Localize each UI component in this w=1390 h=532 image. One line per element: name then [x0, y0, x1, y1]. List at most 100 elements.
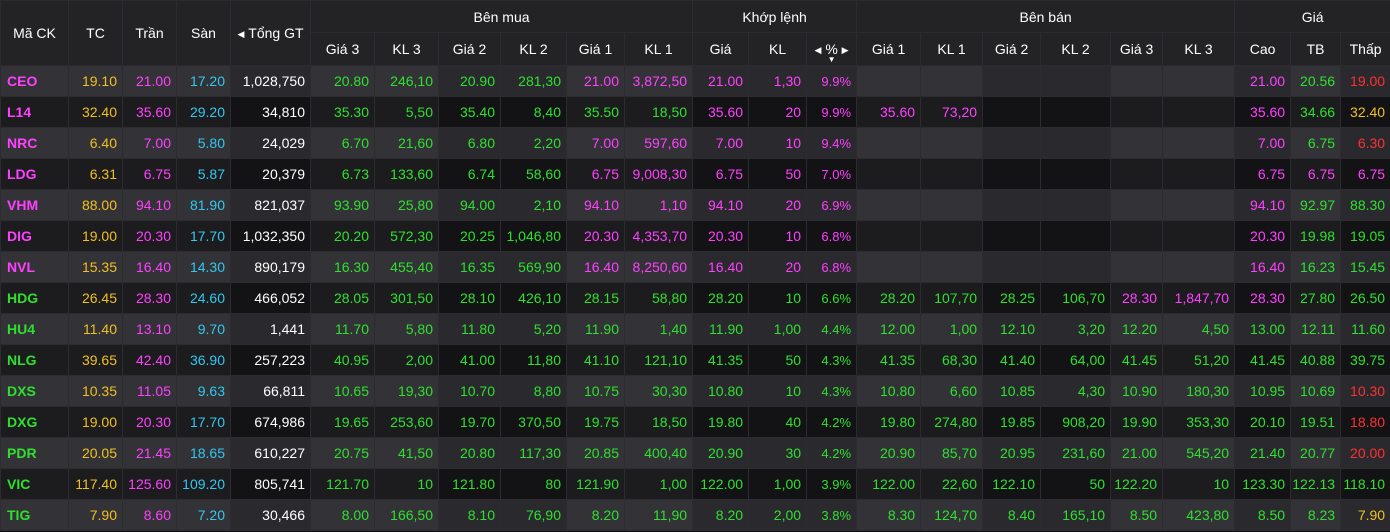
bid-price-3-cell[interactable]: 121.70 [310, 468, 375, 500]
bid-price-3-cell[interactable]: 19.65 [310, 406, 375, 438]
table-row[interactable]: TIG 7.90 8.60 7.20 30,466 8.00 166,50 8.10 76,90… [0, 499, 1390, 531]
bid-price-1-cell[interactable]: 11.90 [566, 313, 625, 345]
ask-vol-2-cell[interactable] [1040, 189, 1112, 221]
ask-vol-2-cell[interactable] [1040, 65, 1112, 97]
bid-vol-3-cell[interactable]: 21,60 [374, 127, 439, 159]
bid-price-2-cell[interactable]: 6.80 [438, 127, 501, 159]
ask-vol-3-cell[interactable]: 51,20 [1162, 344, 1236, 376]
bid-vol-1-cell[interactable]: 1,10 [623, 189, 694, 221]
ask-price-3-cell[interactable] [1110, 220, 1164, 252]
ask-vol-2-cell[interactable]: 4,30 [1040, 375, 1112, 407]
header-ask-price-3[interactable]: Giá 3 [1110, 32, 1164, 66]
bid-vol-2-cell[interactable]: 5,20 [500, 313, 567, 345]
bid-price-3-cell[interactable]: 6.73 [310, 158, 375, 190]
bid-vol-2-cell[interactable]: 281,30 [500, 65, 567, 97]
symbol-cell[interactable]: NVL [0, 251, 69, 283]
ask-vol-3-cell[interactable] [1162, 220, 1236, 252]
ask-price-2-cell[interactable] [982, 158, 1042, 190]
bid-price-1-cell[interactable]: 21.00 [566, 65, 625, 97]
ask-vol-2-cell[interactable]: 231,60 [1040, 437, 1112, 469]
header-ask-price-1[interactable]: Giá 1 [856, 32, 922, 66]
bid-price-3-cell[interactable]: 35.30 [310, 96, 375, 128]
sort-down-icon[interactable]: ▼ [827, 55, 836, 64]
ask-vol-2-cell[interactable]: 165,10 [1040, 499, 1112, 531]
ask-price-1-cell[interactable]: 41.35 [856, 344, 922, 376]
ask-vol-1-cell[interactable]: 22,60 [920, 468, 984, 500]
header-match-vol[interactable]: KL [748, 32, 808, 66]
bid-vol-1-cell[interactable]: 597,60 [623, 127, 694, 159]
table-row[interactable]: LDG 6.31 6.75 5.87 20,379 6.73 133,60 6.74 58,60… [0, 158, 1390, 190]
table-row[interactable]: PDR 20.05 21.45 18.65 610,227 20.75 41,50 20.80… [0, 437, 1390, 469]
ask-price-3-cell[interactable]: 8.50 [1110, 499, 1164, 531]
bid-price-3-cell[interactable]: 20.75 [310, 437, 375, 469]
bid-price-1-cell[interactable]: 41.10 [566, 344, 625, 376]
bid-vol-1-cell[interactable]: 3,872,50 [623, 65, 694, 97]
ask-vol-3-cell[interactable]: 423,80 [1162, 499, 1236, 531]
ask-vol-3-cell[interactable]: 353,30 [1162, 406, 1236, 438]
symbol-cell[interactable]: VIC [0, 468, 69, 500]
symbol-cell[interactable]: CEO [0, 65, 69, 97]
bid-vol-2-cell[interactable]: 8,40 [500, 96, 567, 128]
ask-vol-1-cell[interactable] [920, 220, 984, 252]
table-row[interactable]: NVL 15.35 16.40 14.30 890,179 16.30 455,40 16.3… [0, 251, 1390, 283]
ask-vol-1-cell[interactable]: 68,30 [920, 344, 984, 376]
bid-vol-3-cell[interactable]: 5,50 [374, 96, 439, 128]
ask-price-2-cell[interactable] [982, 220, 1042, 252]
bid-price-2-cell[interactable]: 20.25 [438, 220, 501, 252]
symbol-cell[interactable]: DXS [0, 375, 69, 407]
symbol-cell[interactable]: DIG [0, 220, 69, 252]
bid-vol-1-cell[interactable]: 1,40 [623, 313, 694, 345]
ask-vol-1-cell[interactable]: 274,80 [920, 406, 984, 438]
table-row[interactable]: HDG 26.45 28.30 24.60 466,052 28.05 301,50 28.1… [0, 282, 1390, 314]
header-ask-vol-2[interactable]: KL 2 [1040, 32, 1112, 66]
symbol-cell[interactable]: HU4 [0, 313, 69, 345]
bid-price-2-cell[interactable]: 8.10 [438, 499, 501, 531]
header-bid-price-1[interactable]: Giá 1 [566, 32, 625, 66]
header-bid-price-2[interactable]: Giá 2 [438, 32, 501, 66]
bid-price-2-cell[interactable]: 94.00 [438, 189, 501, 221]
header-ceiling[interactable]: Trần [122, 0, 177, 66]
bid-vol-3-cell[interactable]: 572,30 [374, 220, 439, 252]
bid-price-2-cell[interactable]: 11.80 [438, 313, 501, 345]
bid-price-1-cell[interactable]: 16.40 [566, 251, 625, 283]
bid-price-3-cell[interactable]: 20.20 [310, 220, 375, 252]
ask-price-3-cell[interactable] [1110, 251, 1164, 283]
table-row[interactable]: VIC 117.40 125.60 109.20 805,741 121.70 10 121.… [0, 468, 1390, 500]
ask-vol-1-cell[interactable]: 107,70 [920, 282, 984, 314]
ask-price-3-cell[interactable]: 19.90 [1110, 406, 1164, 438]
bid-price-3-cell[interactable]: 10.65 [310, 375, 375, 407]
symbol-cell[interactable]: NLG [0, 344, 69, 376]
ask-price-2-cell[interactable]: 19.85 [982, 406, 1042, 438]
bid-price-3-cell[interactable]: 16.30 [310, 251, 375, 283]
ask-price-1-cell[interactable]: 12.00 [856, 313, 922, 345]
ask-price-2-cell[interactable] [982, 96, 1042, 128]
bid-price-3-cell[interactable]: 8.00 [310, 499, 375, 531]
bid-vol-2-cell[interactable]: 76,90 [500, 499, 567, 531]
ask-price-1-cell[interactable] [856, 220, 922, 252]
ask-price-1-cell[interactable]: 10.80 [856, 375, 922, 407]
bid-price-1-cell[interactable]: 94.10 [566, 189, 625, 221]
bid-price-3-cell[interactable]: 93.90 [310, 189, 375, 221]
table-row[interactable]: NRC 6.40 7.00 5.80 24,029 6.70 21,60 6.80 2,20 7.… [0, 127, 1390, 159]
ask-vol-2-cell[interactable]: 3,20 [1040, 313, 1112, 345]
table-row[interactable]: HU4 11.40 13.10 9.70 1,441 11.70 5,80 11.80 5,20… [0, 313, 1390, 345]
bid-vol-2-cell[interactable]: 8,80 [500, 375, 567, 407]
bid-price-2-cell[interactable]: 41.00 [438, 344, 501, 376]
ask-vol-1-cell[interactable] [920, 65, 984, 97]
ask-price-2-cell[interactable]: 28.25 [982, 282, 1042, 314]
bid-vol-2-cell[interactable]: 58,60 [500, 158, 567, 190]
ask-price-1-cell[interactable]: 35.60 [856, 96, 922, 128]
bid-price-1-cell[interactable]: 121.90 [566, 468, 625, 500]
ask-price-3-cell[interactable] [1110, 65, 1164, 97]
ask-vol-2-cell[interactable] [1040, 220, 1112, 252]
table-row[interactable]: DXG 19.00 20.30 17.70 674,986 19.65 253,60 19.7… [0, 406, 1390, 438]
ask-vol-3-cell[interactable]: 1,847,70 [1162, 282, 1236, 314]
ask-vol-3-cell[interactable]: 4,50 [1162, 313, 1236, 345]
table-row[interactable]: DIG 19.00 20.30 17.70 1,032,350 20.20 572,30 20… [0, 220, 1390, 252]
bid-vol-3-cell[interactable]: 19,30 [374, 375, 439, 407]
symbol-cell[interactable]: TIG [0, 499, 69, 531]
bid-vol-3-cell[interactable]: 133,60 [374, 158, 439, 190]
table-row[interactable]: DXS 10.35 11.05 9.63 66,811 10.65 19,30 10.70 8,… [0, 375, 1390, 407]
ask-price-2-cell[interactable]: 10.85 [982, 375, 1042, 407]
ask-vol-3-cell[interactable] [1162, 96, 1236, 128]
